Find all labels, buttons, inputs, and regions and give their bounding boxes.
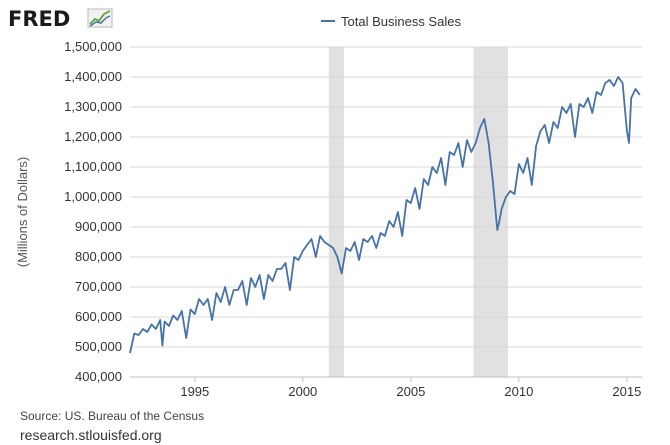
recession-band-2 — [473, 47, 509, 377]
series-line-total-business-sales — [129, 76, 641, 354]
y-tick-label: 400,000 — [75, 369, 122, 384]
recession-band-1 — [328, 47, 344, 377]
plot-area — [129, 76, 641, 354]
recession-bands — [328, 47, 509, 377]
y-tick-label: 1,200,000 — [64, 129, 122, 144]
y-tick-label: 1,000,000 — [64, 189, 122, 204]
y-tick-label: 700,000 — [75, 279, 122, 294]
y-tick-label: 1,500,000 — [64, 39, 122, 54]
fred-chart-logo-icon — [87, 8, 113, 28]
y-axis: 400,000 500,000 600,000 700,000 800,000 900,0… — [64, 39, 122, 384]
y-tick-label: 900,000 — [75, 219, 122, 234]
y-tick-label: 1,300,000 — [64, 99, 122, 114]
y-tick-label: 500,000 — [75, 339, 122, 354]
x-tick-label: 2000 — [288, 384, 317, 399]
source-note: Source: US. Bureau of the Census — [20, 409, 204, 423]
gridlines — [130, 46, 642, 378]
x-axis: 1995 2000 2005 2010 2015 — [130, 376, 642, 399]
y-axis-title: (Millions of Dollars) — [15, 157, 30, 268]
legend-label: Total Business Sales — [341, 14, 461, 29]
y-tick-label: 800,000 — [75, 249, 122, 264]
y-tick-label: 1,100,000 — [64, 159, 122, 174]
x-tick-label: 2015 — [612, 384, 641, 399]
fred-logo-text: FRED — [8, 7, 70, 31]
fred-logo: FRED — [8, 7, 113, 31]
x-tick-label: 1995 — [180, 384, 209, 399]
y-tick-label: 1,400,000 — [64, 69, 122, 84]
y-tick-label: 600,000 — [75, 309, 122, 324]
legend: Total Business Sales — [321, 14, 461, 29]
x-tick-label: 2010 — [504, 384, 533, 399]
x-tick-label: 2005 — [396, 384, 425, 399]
site-link[interactable]: research.stlouisfed.org — [20, 427, 162, 443]
